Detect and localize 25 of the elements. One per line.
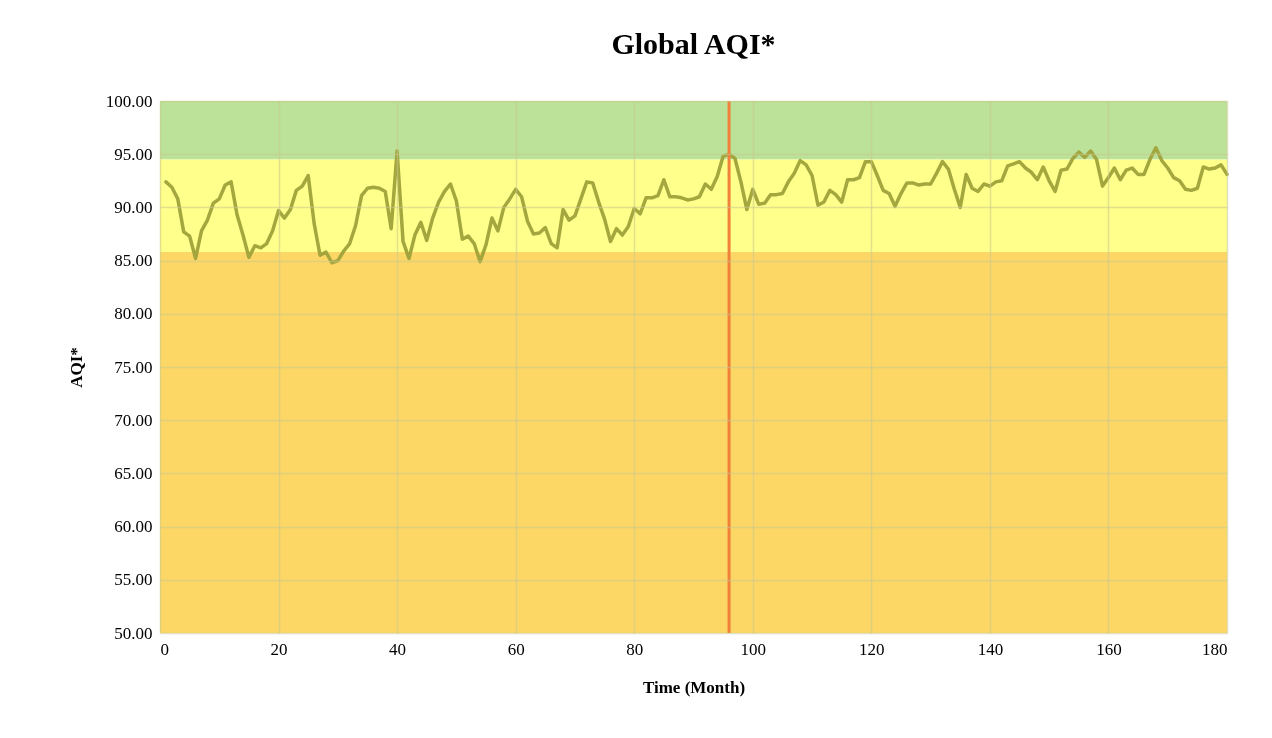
y-tick-label: 70.00: [114, 410, 153, 430]
y-tick-label: 75.00: [114, 357, 153, 377]
x-tick-label: 0: [160, 639, 169, 659]
y-tick-label: 100.00: [105, 91, 153, 111]
x-tick-label: 60: [507, 639, 525, 659]
line-series: [164, 146, 1229, 265]
x-tick-label: 100: [740, 639, 767, 659]
chart-title: Global AQI*: [611, 27, 776, 60]
x-tick-label: 80: [626, 639, 644, 659]
y-tick-label: 95.00: [114, 144, 153, 164]
x-tick-label: 160: [1096, 639, 1122, 659]
x-tick-label: 140: [977, 639, 1004, 659]
x-axis-title: Time (Month): [642, 677, 746, 697]
y-tick-label: 65.00: [114, 463, 153, 483]
y-tick-label: 60.00: [114, 517, 153, 537]
y-tick-label: 55.00: [114, 570, 153, 590]
y-axis-title: AQI*: [66, 347, 86, 388]
x-tick-label: 120: [859, 639, 885, 659]
y-tick-label: 85.00: [114, 251, 153, 271]
x-tick-label: 40: [389, 639, 407, 659]
x-tick-label: 180: [1202, 639, 1228, 659]
y-tick-label: 80.00: [114, 304, 153, 324]
y-tick-label: 50.00: [114, 623, 153, 643]
x-tick-label: 20: [270, 639, 288, 659]
y-tick-label: 90.00: [114, 197, 153, 217]
